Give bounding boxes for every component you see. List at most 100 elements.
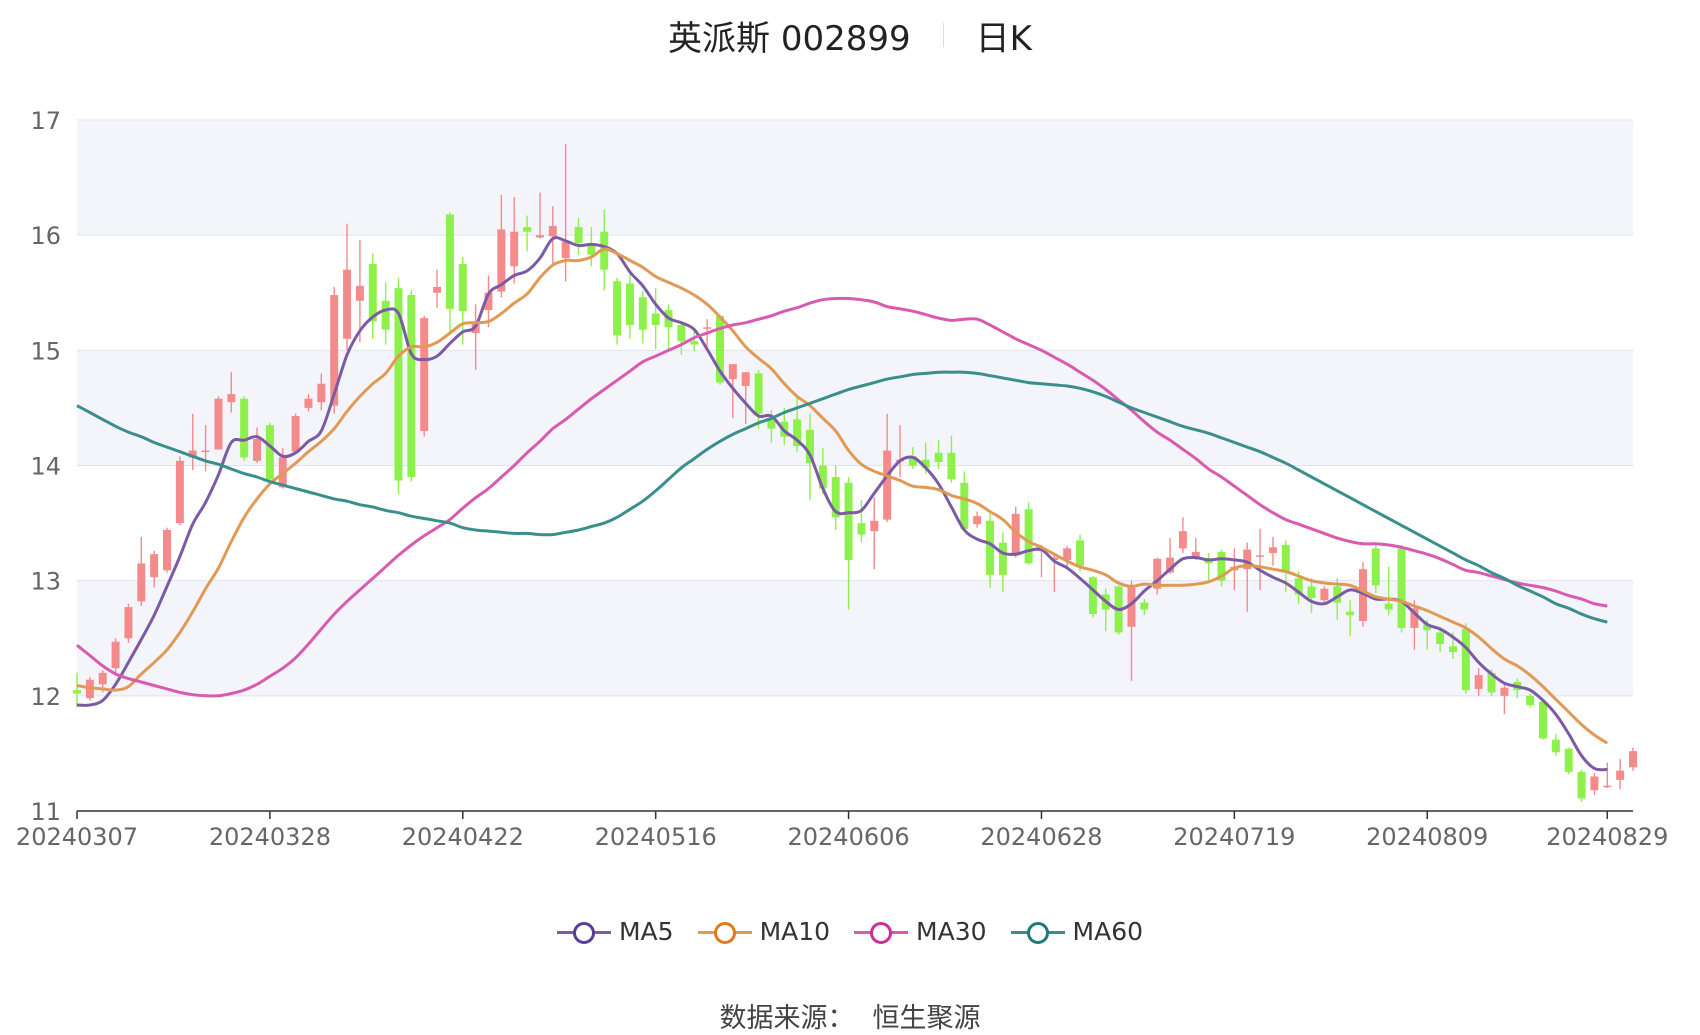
y-tick-label: 13 xyxy=(30,568,61,596)
x-tick-label: 20240809 xyxy=(1366,823,1488,851)
legend-item-ma30[interactable]: MA30 xyxy=(854,917,987,946)
legend-label-ma10: MA10 xyxy=(759,917,831,946)
legend-marker-ma60 xyxy=(1010,921,1065,944)
candle-body xyxy=(1268,547,1277,554)
candle-body xyxy=(98,672,107,685)
candle-body xyxy=(1371,548,1380,586)
candle-body xyxy=(1397,548,1406,628)
series-line-ma60 xyxy=(76,370,1608,624)
candle-body xyxy=(214,398,223,450)
candle-body xyxy=(1140,602,1149,610)
candle-body xyxy=(137,563,146,602)
candle-body xyxy=(998,542,1007,575)
candle-body xyxy=(677,324,686,342)
candle-body xyxy=(1166,557,1175,573)
series-line-ma10 xyxy=(76,247,1609,745)
candle-body xyxy=(291,415,300,452)
candle-body xyxy=(1294,578,1303,595)
candle-body xyxy=(1076,540,1085,566)
candle-body xyxy=(754,373,763,414)
candle-body xyxy=(394,288,403,481)
candle-body xyxy=(1281,544,1290,573)
candle-body xyxy=(1487,672,1496,693)
y-tick-label: 12 xyxy=(30,683,61,711)
legend-marker-ma10 xyxy=(697,921,752,944)
candle-body xyxy=(574,227,583,244)
candle-body xyxy=(420,318,429,431)
candle-body xyxy=(381,300,390,330)
candle-body xyxy=(1127,585,1136,627)
legend-label-ma60: MA60 xyxy=(1072,917,1144,946)
legend-ring-ma60 xyxy=(1026,921,1049,944)
candle-body xyxy=(1011,513,1020,556)
candle-body xyxy=(651,313,660,325)
candle-body xyxy=(1307,586,1316,598)
candle-body xyxy=(201,450,210,453)
candle-body xyxy=(227,394,236,403)
legend-marker-ma30 xyxy=(854,921,909,944)
candle-body xyxy=(908,456,917,466)
legend-item-ma10[interactable]: MA10 xyxy=(697,917,831,946)
candle-body xyxy=(265,425,274,480)
candle-body xyxy=(857,523,866,535)
period-label[interactable]: 日K xyxy=(975,18,1032,59)
candle-body xyxy=(445,214,454,309)
candle-body xyxy=(818,465,827,489)
candle-body xyxy=(960,482,969,529)
candle-body xyxy=(355,285,364,301)
candle-body xyxy=(330,295,339,406)
candle-body xyxy=(1243,549,1252,570)
series-line-ma30 xyxy=(76,296,1608,698)
candle-body xyxy=(343,269,352,339)
candle-body xyxy=(1461,629,1470,691)
candle-body xyxy=(1256,555,1265,557)
candlestick-chart[interactable]: 11 12 13 14 15 16 17 20240307 20240328 20240422 20… xyxy=(0,0,1700,900)
candle-body xyxy=(741,372,750,387)
y-tick-label: 15 xyxy=(30,337,61,365)
candle-body xyxy=(1088,577,1097,615)
candle-body xyxy=(587,245,596,255)
candle-body xyxy=(1629,751,1637,768)
legend-label-ma5: MA5 xyxy=(618,917,674,946)
x-tick-label: 20240307 xyxy=(16,823,138,851)
candle-body xyxy=(883,450,892,520)
candle-body xyxy=(1410,608,1419,628)
x-tick-label: 20240516 xyxy=(595,823,717,851)
candle-body xyxy=(625,283,634,325)
candle-body xyxy=(317,383,326,403)
candle-body xyxy=(1551,739,1560,753)
candle-body xyxy=(1320,588,1329,601)
x-tick-label: 20240328 xyxy=(209,823,331,851)
y-tick-label: 16 xyxy=(30,222,61,250)
candle-body xyxy=(1474,675,1483,689)
candle-body xyxy=(1050,557,1059,560)
candle-body xyxy=(715,315,724,383)
candle-body xyxy=(497,229,506,292)
candle-body xyxy=(1564,748,1573,772)
candle-body xyxy=(73,690,81,694)
candle-body xyxy=(240,398,249,458)
y-tick-label: 17 xyxy=(30,107,61,135)
candle-body xyxy=(1500,687,1509,696)
x-tick-label: 20240422 xyxy=(402,823,524,851)
candle-body xyxy=(163,529,172,571)
candle-body xyxy=(600,231,609,270)
candle-body xyxy=(831,477,840,518)
candle-body xyxy=(368,263,377,322)
candle-body xyxy=(1346,611,1355,616)
candle-body xyxy=(1333,586,1342,603)
chart-title: 英派斯 002899 日K xyxy=(0,10,1700,60)
candle-body xyxy=(1217,551,1226,581)
legend-item-ma5[interactable]: MA5 xyxy=(556,917,674,946)
x-tick-label: 20240606 xyxy=(787,823,909,851)
candle-body xyxy=(1538,701,1547,739)
stock-name: 英派斯 002899 xyxy=(668,18,911,59)
candle-body xyxy=(407,295,416,478)
candle-body xyxy=(870,520,879,532)
legend-item-ma60[interactable]: MA60 xyxy=(1010,917,1144,946)
candle-body xyxy=(638,297,647,330)
candle-body xyxy=(458,263,467,312)
candle-body xyxy=(986,520,995,575)
x-tick-label: 20240719 xyxy=(1173,823,1295,851)
series-line-ma5 xyxy=(76,236,1608,772)
